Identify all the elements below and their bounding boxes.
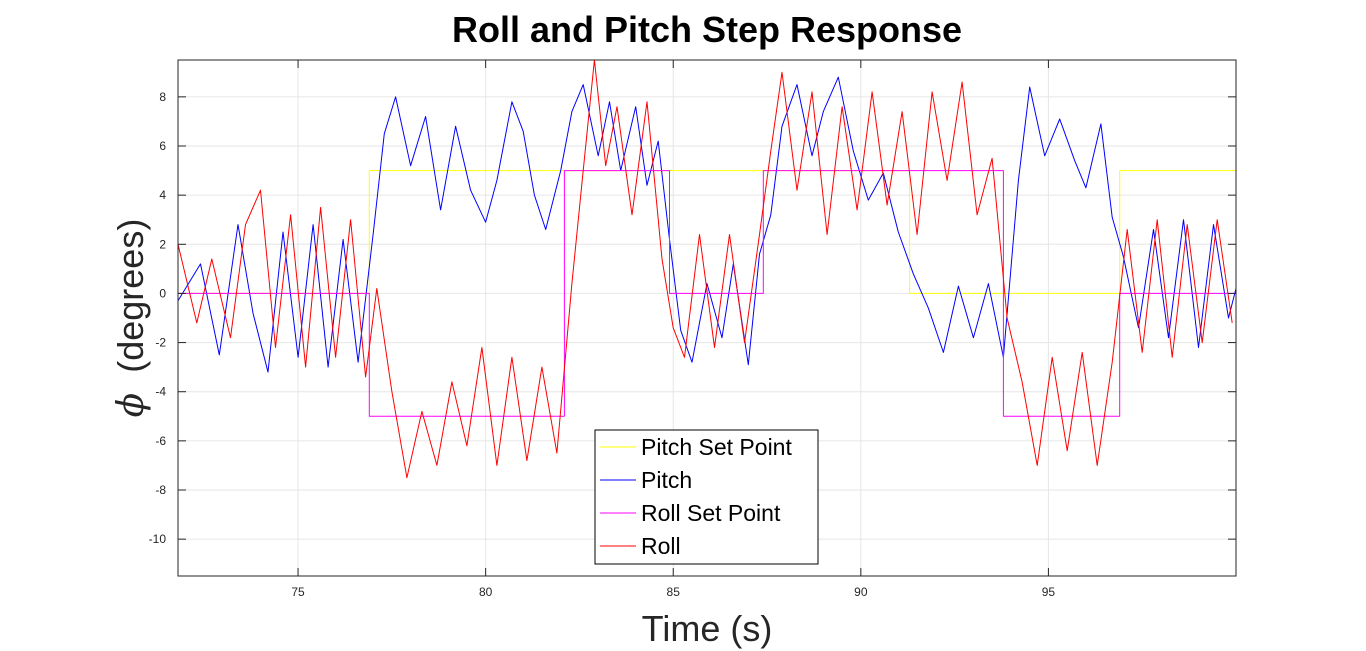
- legend-entry-roll: Roll: [641, 533, 681, 559]
- y-tick-label: -4: [155, 385, 166, 399]
- x-tick-label: 80: [479, 585, 493, 599]
- y-tick-label: 6: [159, 139, 166, 153]
- y-tick-label: 8: [159, 90, 166, 104]
- y-tick-label: -6: [155, 434, 166, 448]
- plot-frame: [177, 59, 1237, 577]
- x-tick-label: 85: [667, 585, 681, 599]
- series-layer: [177, 59, 1237, 479]
- legend: Pitch Set Point Pitch Roll Set Point Roll: [594, 429, 819, 565]
- y-tick-label: -2: [155, 336, 166, 350]
- y-tick-label: -10: [149, 532, 167, 546]
- legend-box: [594, 429, 819, 565]
- ticks: 75 80 85 90 95 -10 -8 -6 -4 -2 0 2 4 6 8: [149, 60, 1236, 599]
- svg-text:ϕ (degrees): ϕ (degrees): [110, 219, 152, 418]
- y-axis-unit: (degrees): [110, 219, 151, 373]
- legend-entry-pitch: Pitch: [641, 467, 692, 493]
- y-axis-symbol: ϕ: [111, 393, 152, 418]
- legend-entry-roll-set-point: Roll Set Point: [641, 500, 781, 526]
- y-axis-label: ϕ (degrees): [110, 219, 152, 418]
- x-tick-label: 75: [291, 585, 305, 599]
- x-tick-label: 95: [1042, 585, 1056, 599]
- series-line-pitch-set-point: [178, 170, 1236, 294]
- y-tick-label: 0: [159, 286, 166, 300]
- y-tick-label: -8: [155, 483, 166, 497]
- y-tick-label: 4: [159, 188, 166, 202]
- legend-entry-pitch-set-point: Pitch Set Point: [641, 434, 792, 460]
- series-line-pitch: [177, 76, 1237, 373]
- y-tick-label: 2: [159, 237, 166, 251]
- x-axis-label: Time (s): [642, 608, 773, 649]
- series-line-roll-set-point: [178, 170, 1236, 417]
- series-line-roll: [177, 59, 1233, 479]
- chart-title: Roll and Pitch Step Response: [452, 9, 962, 50]
- x-tick-label: 90: [854, 585, 868, 599]
